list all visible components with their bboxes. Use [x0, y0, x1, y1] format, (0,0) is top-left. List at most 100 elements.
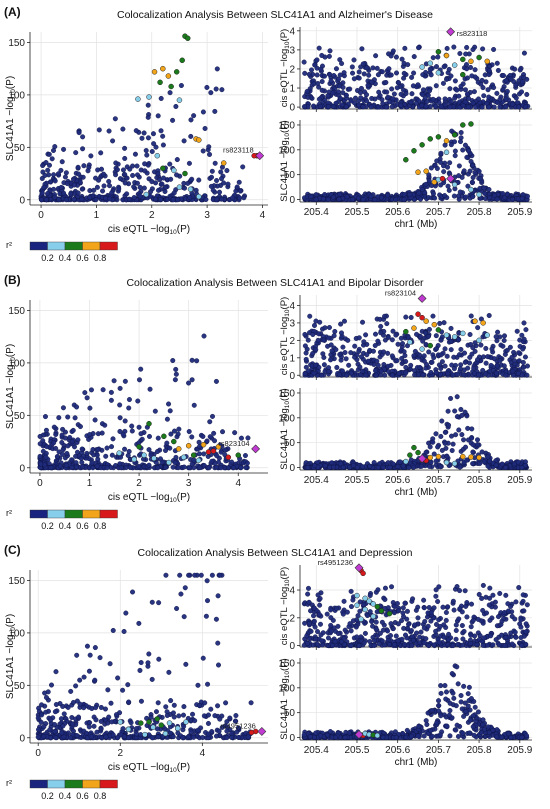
snp-point [369, 79, 375, 85]
gwas-region-plot-plot-area [300, 120, 532, 202]
snp-point [52, 178, 58, 184]
snp-point [120, 126, 126, 132]
snp-point [432, 195, 438, 201]
y-tick-label: 3 [289, 45, 295, 56]
snp-point [438, 182, 444, 188]
snp-point [214, 453, 220, 459]
snp-point [365, 82, 371, 88]
ld-snp-point [182, 170, 188, 177]
y-tick-label: 2 [289, 613, 295, 624]
snp-point [501, 337, 507, 343]
snp-point [453, 636, 459, 642]
snp-point [362, 630, 368, 636]
ld-snp-point [427, 454, 433, 461]
snp-point [434, 165, 440, 171]
snp-point [451, 44, 457, 50]
snp-point [520, 346, 526, 352]
snp-point [87, 194, 93, 200]
snp-point [367, 639, 373, 645]
snp-point [51, 424, 57, 430]
snp-point [454, 372, 460, 378]
snp-point [413, 100, 419, 106]
snp-point [126, 699, 132, 705]
snp-point [308, 628, 314, 634]
snp-point [415, 82, 421, 88]
snp-point [218, 465, 224, 471]
snp-point [421, 605, 427, 611]
snp-point [88, 387, 94, 393]
snp-point [466, 148, 472, 154]
snp-point [189, 357, 195, 363]
snp-point [316, 611, 322, 617]
lead-snp-label: rs4951236 [318, 558, 353, 567]
snp-point [174, 605, 180, 611]
ld-snp-point [476, 337, 482, 344]
snp-point [372, 343, 378, 349]
r2-legend-swatch [29, 241, 48, 251]
snp-point [307, 86, 313, 92]
snp-point [93, 705, 99, 711]
snp-point [395, 464, 401, 470]
snp-point [408, 362, 414, 368]
snp-point [70, 427, 76, 433]
snp-point [144, 152, 150, 158]
snp-point [419, 186, 425, 192]
snp-point [39, 712, 45, 718]
snp-point [338, 330, 344, 336]
snp-point [333, 605, 339, 611]
snp-point [425, 333, 431, 339]
snp-point [191, 113, 197, 119]
snp-point [398, 91, 404, 97]
y-tick-label: 0 [19, 463, 25, 474]
snp-point [84, 643, 90, 649]
ld-snp-point [411, 444, 417, 451]
r2-legend-swatch [64, 509, 83, 519]
snp-point [110, 732, 116, 738]
snp-point [102, 706, 108, 712]
snp-point [120, 687, 126, 693]
ld-snp-point [146, 94, 152, 100]
snp-point [232, 430, 238, 436]
snp-point [354, 634, 360, 640]
snp-point [309, 67, 315, 73]
snp-point [445, 370, 451, 376]
ld-snp-point [419, 346, 425, 352]
snp-point [170, 197, 176, 203]
snp-point [49, 682, 55, 688]
snp-point [145, 102, 151, 108]
snp-point [382, 596, 388, 602]
snp-point [157, 456, 163, 462]
snp-point [160, 133, 166, 139]
snp-point [304, 88, 310, 94]
snp-point [517, 67, 523, 73]
snp-point [74, 464, 80, 470]
ld-snp-point [476, 54, 482, 61]
snp-point [520, 592, 526, 598]
snp-point [426, 172, 432, 178]
ld-snp-point [200, 441, 207, 448]
snp-point [504, 191, 510, 197]
r2-legend-swatch [82, 241, 101, 251]
snp-point [216, 662, 222, 668]
ld-snp-point [131, 456, 137, 463]
snp-point [467, 332, 473, 338]
snp-point [224, 735, 230, 741]
snp-point [454, 394, 460, 400]
snp-point [155, 465, 161, 471]
snp-point [387, 99, 393, 105]
snp-point [466, 95, 472, 101]
snp-point [487, 617, 493, 623]
x-tick-label: 2 [149, 210, 155, 221]
snp-point [56, 415, 62, 421]
snp-point [173, 103, 179, 109]
snp-point [410, 637, 416, 643]
snp-point [76, 171, 82, 177]
snp-point [445, 183, 451, 189]
snp-point [325, 93, 331, 99]
snp-point [113, 463, 119, 469]
snp-point [173, 454, 179, 460]
snp-point [326, 369, 332, 375]
snp-point [488, 362, 494, 368]
snp-point [457, 366, 463, 372]
